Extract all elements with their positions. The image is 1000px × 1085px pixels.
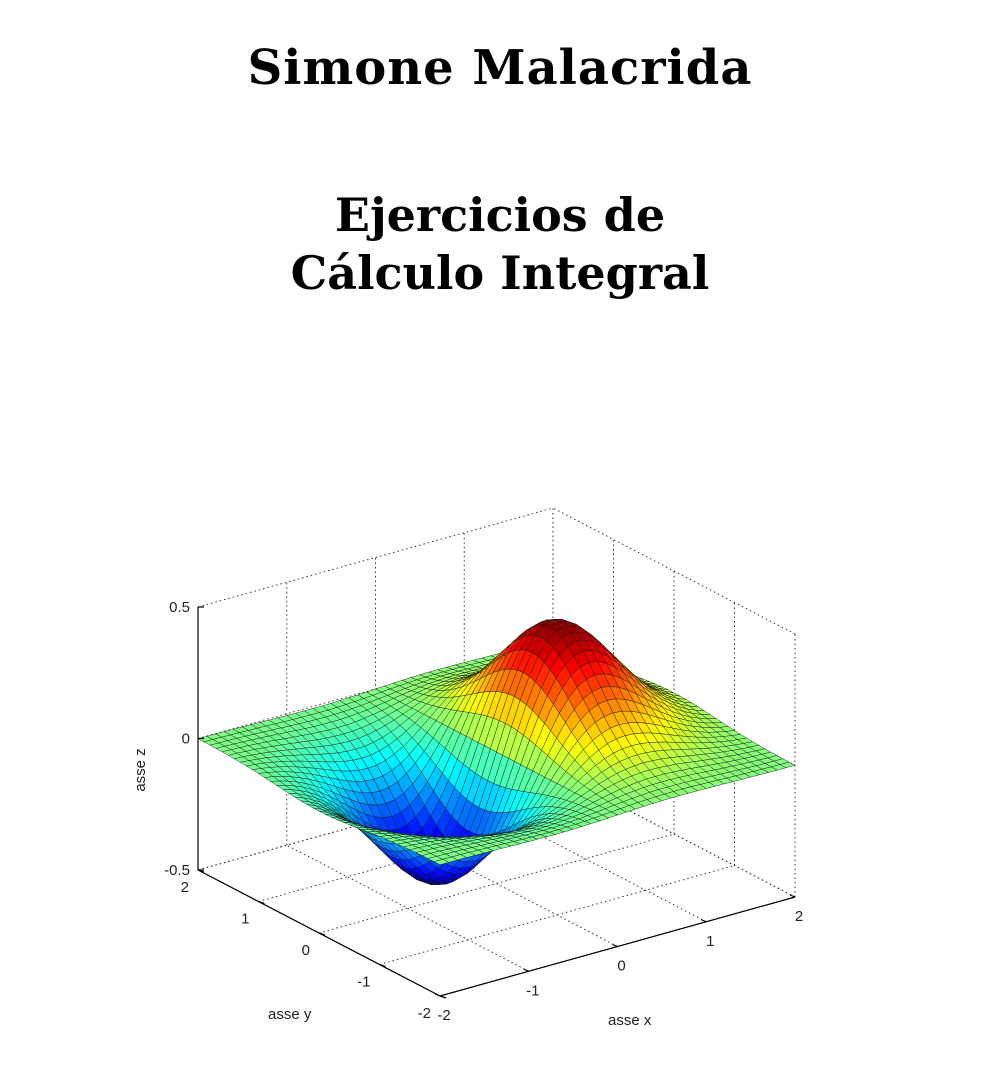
z-tick-label: -0.5 <box>164 862 190 879</box>
right-wall-gridline <box>552 507 796 635</box>
x-tick-label: 2 <box>795 908 803 925</box>
title-line-1: Ejercicios de <box>334 188 666 242</box>
floor-gridline <box>318 833 675 934</box>
surface-cell <box>779 761 796 768</box>
right-wall-gridline <box>552 770 796 898</box>
z-axis-label: asse z <box>132 748 149 791</box>
author-name: Simone Malacrida <box>247 40 753 96</box>
x-tick-label: -1 <box>526 982 539 999</box>
y-tick-label: 1 <box>241 911 249 928</box>
x-tick-label: 1 <box>706 933 714 950</box>
floor-gridline <box>464 795 707 923</box>
x-tick-label-mark <box>701 919 707 923</box>
y-tick-label: 2 <box>181 879 189 896</box>
y-tick-label: 0 <box>302 942 310 959</box>
x-tick-label-mark <box>789 894 796 898</box>
x-tick-label-mark <box>434 993 441 997</box>
title-line-2: Cálculo Integral <box>290 246 710 300</box>
y-tick-label-mark <box>258 900 265 905</box>
x-tick-label: -2 <box>437 1007 450 1024</box>
floor-gridline <box>286 844 529 972</box>
surface-mesh <box>197 618 796 886</box>
z-tick-label: 0.5 <box>169 599 190 616</box>
x-tick-label-mark <box>612 943 618 948</box>
x-tick-label-mark <box>523 968 529 972</box>
y-tick-label-mark <box>379 963 386 968</box>
y-tick-label-mark <box>318 932 326 936</box>
x-tick-label: 0 <box>617 958 625 975</box>
y-tick-label-mark <box>439 995 447 999</box>
floor-gridline <box>379 865 735 965</box>
y-tick-label: -1 <box>357 974 370 991</box>
book-title: Ejercicios de Cálculo Integral <box>0 186 1000 302</box>
back-wall-gridline <box>197 507 554 608</box>
y-axis-label: asse y <box>268 1006 312 1023</box>
floor-gridline <box>375 820 618 947</box>
z-tick-label: 0 <box>182 731 190 748</box>
x-axis-label: asse x <box>608 1012 652 1029</box>
y-tick-label: -2 <box>418 1005 431 1022</box>
